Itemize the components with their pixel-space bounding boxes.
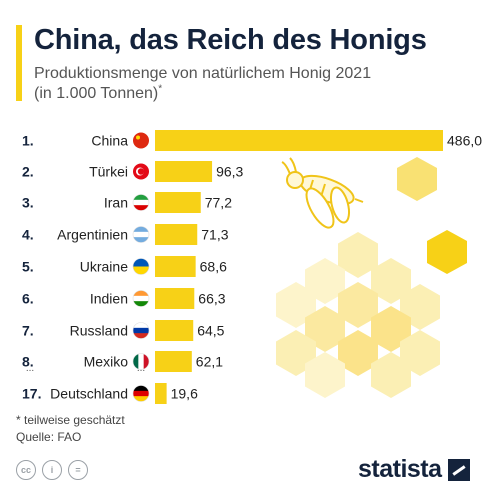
rank-label: 1. — [22, 133, 34, 149]
category-label: Türkei — [89, 164, 128, 180]
bar-chart: 1. China 486,0 2. Türkei 96,3 3. Iran 77,2 4. Arge… — [22, 130, 482, 404]
value-label: 68,6 — [200, 259, 227, 275]
category-label: Mexiko — [84, 354, 129, 370]
value-label: 96,3 — [216, 164, 243, 180]
person-icon[interactable]: i — [42, 460, 62, 480]
category-label: Ukraine — [80, 259, 128, 275]
gap-marker: ... — [26, 363, 34, 374]
license-icons: cc i = — [16, 460, 88, 480]
germany-flag-icon-stripe — [133, 390, 149, 397]
bar — [155, 130, 443, 151]
rank-label: 7. — [22, 323, 34, 339]
bar — [155, 288, 195, 309]
ukraine-flag-icon — [132, 258, 150, 275]
russia-flag-icon-stripe — [133, 327, 149, 334]
cc-icon[interactable]: cc — [16, 460, 36, 480]
iran-flag-icon — [132, 194, 150, 211]
category-label: Russland — [70, 323, 128, 339]
bar — [155, 351, 192, 372]
value-label: 77,2 — [205, 195, 232, 211]
gap-marker: ... — [137, 363, 145, 374]
logo-text: statista — [358, 455, 442, 483]
germany-flag-icon-stripe — [133, 396, 149, 402]
india-flag-icon-stripe — [133, 295, 149, 302]
mexico-flag-icon — [132, 353, 150, 370]
unit-text: (in 1.000 Tonnen) — [34, 85, 159, 102]
logo-mark-icon — [447, 458, 470, 481]
rank-label: 5. — [22, 259, 34, 275]
rank-label: 6. — [22, 291, 34, 307]
rank-label: 8. — [22, 354, 34, 370]
footnote: * teilweise geschätzt Quelle: FAO — [16, 412, 125, 446]
category-label: Deutschland — [50, 386, 128, 402]
value-label: 71,3 — [201, 227, 228, 243]
floating-honeycomb-cells — [397, 157, 467, 274]
category-label: Argentinien — [57, 227, 128, 243]
india-flag-icon-stripe — [133, 301, 149, 307]
bee-icon — [281, 157, 364, 229]
page-subtitle: Produktionsmenge von natürlichem Honig 2… — [34, 64, 474, 104]
germany-flag-icon-stripe — [133, 385, 149, 392]
mexico-flag-icon-stripe — [133, 353, 139, 370]
mexico-flag-icon-stripe — [138, 353, 144, 370]
india-flag-icon-stripe — [133, 290, 149, 297]
statista-logo[interactable]: statista — [358, 455, 470, 484]
value-label: 62,1 — [196, 354, 223, 370]
bar — [155, 320, 194, 341]
china-flag-star — [136, 135, 140, 140]
ukraine-flag-icon-stripe — [133, 266, 149, 275]
category-label: Indien — [90, 291, 128, 307]
rank-label: 2. — [22, 164, 34, 180]
mexico-flag-icon-stripe — [143, 353, 149, 370]
equals-icon[interactable]: = — [68, 460, 88, 480]
iran-flag-icon-stripe — [133, 194, 149, 201]
argentina-flag-icon — [132, 226, 150, 243]
argentina-flag-icon-stripe — [133, 237, 149, 243]
russia-flag-icon-stripe — [133, 333, 149, 339]
unit-footnote-marker: * — [158, 83, 163, 95]
value-label: 486,0 — [447, 133, 482, 149]
turkey-flag-crescent-cut — [137, 168, 145, 175]
argentina-flag-icon-stripe — [133, 226, 149, 233]
rank-label: 4. — [22, 227, 34, 243]
iran-flag-icon-stripe — [133, 199, 149, 206]
argentina-flag-icon-stripe — [133, 231, 149, 238]
value-label: 64,5 — [197, 323, 224, 339]
accent-bar — [16, 25, 22, 101]
value-label: 66,3 — [198, 291, 225, 307]
china-flag-icon — [133, 132, 149, 149]
source-note: Quelle: FAO — [16, 430, 82, 444]
category-label: Iran — [104, 195, 128, 211]
bar — [155, 383, 167, 404]
subtitle-text: Produktionsmenge von natürlichem Honig 2… — [34, 65, 372, 82]
india-flag-icon — [132, 290, 150, 307]
ukraine-flag-icon-stripe — [133, 258, 149, 267]
rank-label: 3. — [22, 195, 34, 211]
germany-flag-icon — [132, 385, 150, 402]
bar — [155, 256, 196, 277]
russia-flag-icon-stripe — [133, 322, 149, 329]
category-label: China — [91, 133, 128, 149]
bar — [155, 192, 201, 213]
russia-flag-icon — [132, 322, 150, 339]
page-title: China, das Reich des Honigs — [34, 24, 427, 56]
estimate-note: * teilweise geschätzt — [16, 413, 125, 427]
iran-flag-icon-stripe — [133, 205, 149, 211]
bar — [155, 161, 213, 182]
value-label: 19,6 — [171, 386, 198, 402]
bar — [155, 224, 198, 245]
rank-label: 17. — [22, 386, 41, 402]
